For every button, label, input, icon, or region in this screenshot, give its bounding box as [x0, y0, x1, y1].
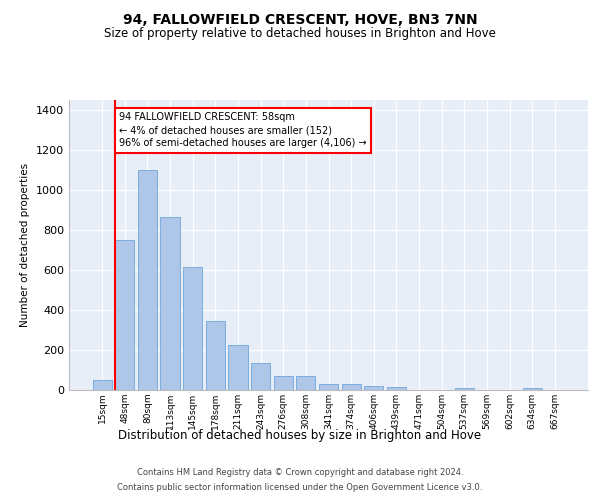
- Text: Size of property relative to detached houses in Brighton and Hove: Size of property relative to detached ho…: [104, 28, 496, 40]
- Bar: [296, 376, 316, 390]
- Bar: [160, 217, 180, 390]
- Bar: [319, 384, 338, 390]
- Bar: [387, 387, 406, 390]
- Bar: [523, 388, 542, 390]
- Bar: [115, 240, 134, 390]
- Text: Distribution of detached houses by size in Brighton and Hove: Distribution of detached houses by size …: [118, 428, 482, 442]
- Bar: [274, 376, 293, 390]
- Bar: [183, 267, 202, 390]
- Bar: [229, 345, 248, 390]
- Bar: [251, 363, 270, 390]
- Bar: [92, 380, 112, 390]
- Bar: [206, 321, 225, 390]
- Y-axis label: Number of detached properties: Number of detached properties: [20, 163, 31, 327]
- Bar: [341, 384, 361, 390]
- Bar: [455, 388, 474, 390]
- Text: 94 FALLOWFIELD CRESCENT: 58sqm
← 4% of detached houses are smaller (152)
96% of : 94 FALLOWFIELD CRESCENT: 58sqm ← 4% of d…: [119, 112, 367, 148]
- Text: Contains public sector information licensed under the Open Government Licence v3: Contains public sector information licen…: [118, 483, 482, 492]
- Text: Contains HM Land Registry data © Crown copyright and database right 2024.: Contains HM Land Registry data © Crown c…: [137, 468, 463, 477]
- Text: 94, FALLOWFIELD CRESCENT, HOVE, BN3 7NN: 94, FALLOWFIELD CRESCENT, HOVE, BN3 7NN: [122, 12, 478, 26]
- Bar: [138, 170, 157, 390]
- Bar: [364, 386, 383, 390]
